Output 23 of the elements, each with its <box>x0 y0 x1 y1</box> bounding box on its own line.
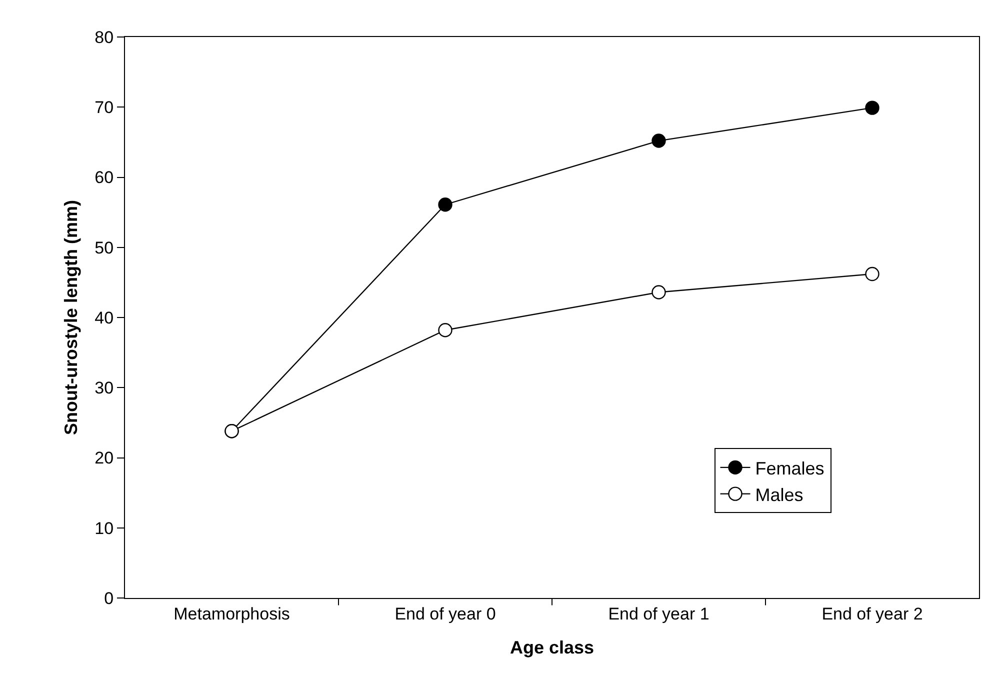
y-tick-label: 70 <box>94 98 114 118</box>
legend-label: Females <box>755 458 824 478</box>
y-tick-label: 60 <box>94 168 114 188</box>
x-tick-label: End of year 1 <box>608 604 710 624</box>
x-axis-title: Age class <box>510 638 594 658</box>
x-tick-label: End of year 0 <box>394 604 496 624</box>
legend-label: Males <box>755 484 804 505</box>
y-tick-label: 50 <box>94 238 114 258</box>
x-tick-label: Metamorphosis <box>174 604 290 624</box>
point <box>438 323 452 338</box>
point <box>865 266 880 282</box>
y-tick-label: 40 <box>94 308 114 328</box>
x-tick-label: End of year 2 <box>822 604 923 624</box>
y-tick-label: 30 <box>94 378 114 398</box>
y-tick-label: 80 <box>94 28 114 47</box>
y-axis-title: Snout-urostyle length (mm) <box>60 200 81 435</box>
point <box>438 198 452 212</box>
y-tick-label: 20 <box>94 448 114 468</box>
point <box>865 100 880 115</box>
y-tick-label: 0 <box>104 588 114 608</box>
y-tick-label: 10 <box>94 518 114 538</box>
point <box>652 134 666 148</box>
point <box>652 285 666 300</box>
